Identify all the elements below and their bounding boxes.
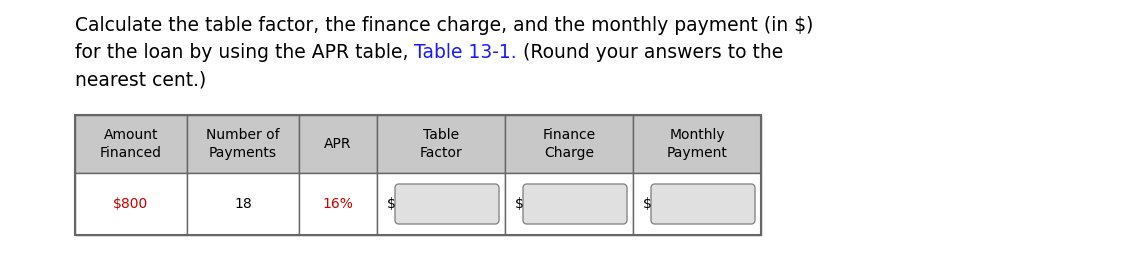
Bar	[75, 173, 187, 235]
Text: (Round your answers to the: (Round your answers to the	[518, 43, 783, 62]
Text: $: $	[515, 197, 524, 211]
Text: for the loan by using the APR table,: for the loan by using the APR table,	[75, 43, 414, 62]
Bar	[75, 115, 760, 235]
Text: 16%: 16%	[323, 197, 353, 211]
FancyBboxPatch shape	[523, 184, 627, 224]
FancyBboxPatch shape	[395, 184, 500, 224]
Bar	[633, 115, 760, 173]
Text: $: $	[387, 197, 396, 211]
Text: Factor: Factor	[420, 146, 462, 160]
Bar	[299, 115, 377, 173]
Text: Table 13-1.: Table 13-1.	[414, 43, 518, 62]
Text: $: $	[644, 197, 651, 211]
Text: Amount: Amount	[104, 128, 159, 142]
Bar	[377, 115, 505, 173]
Bar	[633, 173, 760, 235]
Text: Finance: Finance	[542, 128, 595, 142]
Bar	[299, 173, 377, 235]
Text: Number of: Number of	[206, 128, 280, 142]
Text: 18: 18	[234, 197, 252, 211]
FancyBboxPatch shape	[651, 184, 755, 224]
Text: $800: $800	[114, 197, 148, 211]
Bar	[187, 173, 299, 235]
Bar	[505, 115, 633, 173]
Bar	[187, 115, 299, 173]
Text: Payments: Payments	[209, 146, 277, 160]
Text: Charge: Charge	[544, 146, 594, 160]
Bar	[505, 173, 633, 235]
Text: nearest cent.): nearest cent.)	[75, 70, 206, 89]
Text: Calculate the table factor, the finance charge, and the monthly payment (in $): Calculate the table factor, the finance …	[75, 16, 813, 35]
Text: APR: APR	[324, 137, 352, 151]
Text: Monthly: Monthly	[669, 128, 724, 142]
Bar	[75, 115, 187, 173]
Bar	[377, 173, 505, 235]
Text: Table: Table	[423, 128, 459, 142]
Text: Financed: Financed	[100, 146, 162, 160]
Text: Payment: Payment	[666, 146, 728, 160]
